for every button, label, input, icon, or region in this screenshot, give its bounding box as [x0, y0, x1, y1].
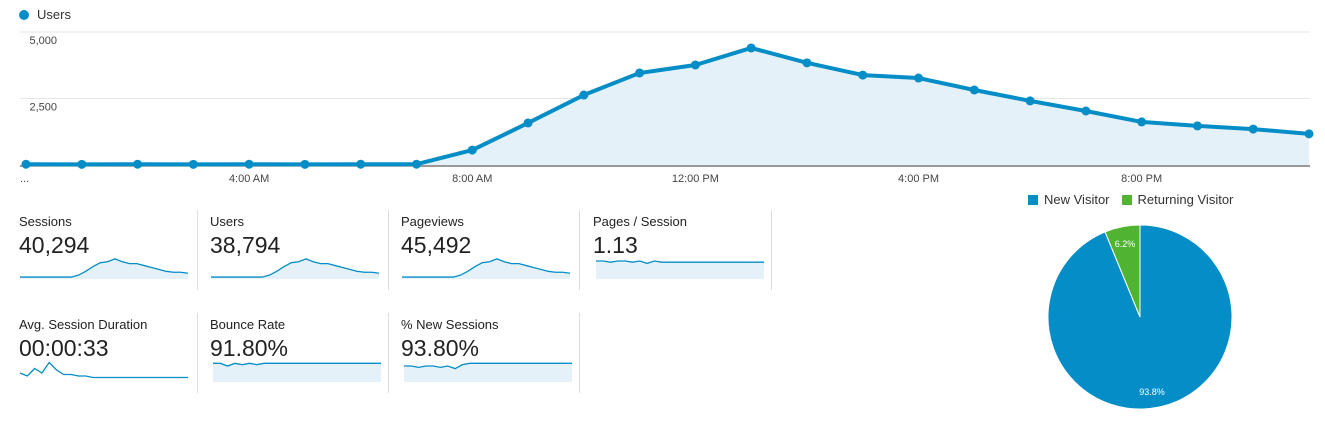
metric-pages-session[interactable]: Pages / Session 1.13 — [593, 210, 772, 290]
pie-legend: New Visitor Returning Visitor — [1028, 192, 1233, 207]
data-point[interactable] — [300, 159, 310, 169]
chart-legend[interactable]: Users — [19, 7, 71, 22]
metric-value: 1.13 — [593, 232, 638, 258]
x-tick-label: 4:00 PM — [898, 173, 939, 185]
data-point[interactable] — [969, 85, 979, 95]
data-point[interactable] — [411, 159, 421, 169]
metric-pageviews[interactable]: Pageviews 45,492 — [401, 210, 580, 290]
data-point[interactable] — [1192, 121, 1202, 131]
data-point[interactable] — [77, 159, 87, 169]
metric-label: % New Sessions — [401, 317, 499, 332]
x-tick-label: 8:00 AM — [452, 173, 492, 185]
metric-label: Pageviews — [401, 214, 464, 229]
metric-value: 00:00:33 — [19, 335, 109, 361]
users-series-dot-icon — [19, 9, 29, 20]
sparkline-fill — [213, 363, 381, 382]
data-point[interactable] — [1248, 124, 1258, 134]
data-point[interactable] — [21, 159, 31, 169]
x-tick-label: 8:00 PM — [1121, 173, 1162, 185]
metric-sparkline — [20, 258, 189, 279]
y-tick-label: 5,000 — [29, 35, 57, 47]
data-point[interactable] — [133, 159, 143, 169]
pie-legend-returning[interactable]: Returning Visitor — [1121, 192, 1233, 207]
data-point[interactable] — [1304, 129, 1314, 139]
metric-value: 40,294 — [19, 232, 90, 258]
users-area-fill — [26, 47, 1309, 165]
data-point[interactable] — [1137, 117, 1147, 127]
metric-sparkline — [211, 258, 380, 279]
pie-label-returning: 6.2% — [1115, 239, 1136, 249]
data-point[interactable] — [356, 159, 366, 169]
returning-visitor-swatch-icon — [1121, 195, 1132, 205]
metric-label: Sessions — [19, 214, 72, 229]
sparkline-fill — [211, 258, 379, 279]
sparkline-fill — [20, 258, 188, 279]
data-point[interactable] — [579, 90, 589, 100]
users-series-line — [25, 45, 1310, 167]
data-point[interactable] — [746, 43, 756, 53]
sparkline-line — [20, 258, 189, 278]
metric-sparkline — [213, 362, 381, 382]
pie-legend-new[interactable]: New Visitor — [1028, 192, 1110, 207]
metric-value: 93.80% — [401, 335, 480, 361]
sparkline-line — [211, 258, 380, 278]
metric-sparkline — [404, 362, 572, 382]
pie-label-new: 93.8% — [1139, 387, 1165, 397]
sparkline-line — [213, 362, 381, 367]
sparkline-line — [402, 258, 571, 278]
metric-sparkline — [596, 260, 764, 279]
data-point[interactable] — [1081, 106, 1091, 116]
metric-sparkline — [19, 361, 188, 379]
metric-value: 38,794 — [210, 232, 281, 258]
metric-avg-session-duration[interactable]: Avg. Session Duration 00:00:33 — [19, 313, 198, 393]
data-point[interactable] — [914, 73, 924, 83]
data-point[interactable] — [467, 145, 477, 155]
metric--new-sessions[interactable]: % New Sessions 93.80% — [401, 313, 580, 393]
pie-slice-returning-visitor — [1104, 224, 1141, 318]
sparkline-fill — [404, 363, 572, 382]
sparkline-fill — [596, 261, 764, 279]
metric-sessions[interactable]: Sessions 40,294 — [19, 210, 198, 290]
metric-users[interactable]: Users 38,794 — [210, 210, 389, 290]
x-tick-label: ... — [20, 173, 29, 185]
metric-sparkline — [402, 258, 571, 279]
y-tick-label: 2,500 — [29, 102, 57, 114]
metric-label: Pages / Session — [593, 214, 687, 229]
data-point[interactable] — [635, 68, 645, 78]
sparkline-line — [596, 260, 764, 265]
metric-value: 45,492 — [401, 232, 472, 258]
sparkline-line — [19, 361, 188, 379]
legend-label-users: Users — [37, 7, 71, 22]
users-line-chart[interactable]: 2,500 5,000... 4:00 AM 8:00 AM 12:00 PM 4:00 … — [0, 0, 1325, 190]
metric-label: Avg. Session Duration — [19, 317, 148, 332]
data-point[interactable] — [1025, 96, 1035, 106]
visitor-pie-chart[interactable]: 93.8% 6.2% — [1040, 217, 1240, 417]
metric-bounce-rate[interactable]: Bounce Rate 91.80% — [210, 313, 389, 393]
data-point[interactable] — [244, 159, 254, 169]
x-tick-label: 12:00 PM — [672, 173, 719, 185]
metric-label: Bounce Rate — [210, 317, 286, 332]
data-point[interactable] — [858, 70, 868, 80]
data-point[interactable] — [523, 118, 533, 128]
data-point[interactable] — [690, 60, 700, 70]
data-point[interactable] — [188, 159, 198, 169]
new-visitor-swatch-icon — [1028, 195, 1038, 205]
x-tick-label: 4:00 AM — [229, 173, 269, 185]
sparkline-line — [404, 362, 572, 370]
metric-value: 91.80% — [210, 335, 289, 361]
sparkline-fill — [402, 258, 570, 279]
metric-label: Users — [210, 214, 244, 229]
data-point[interactable] — [802, 58, 812, 68]
